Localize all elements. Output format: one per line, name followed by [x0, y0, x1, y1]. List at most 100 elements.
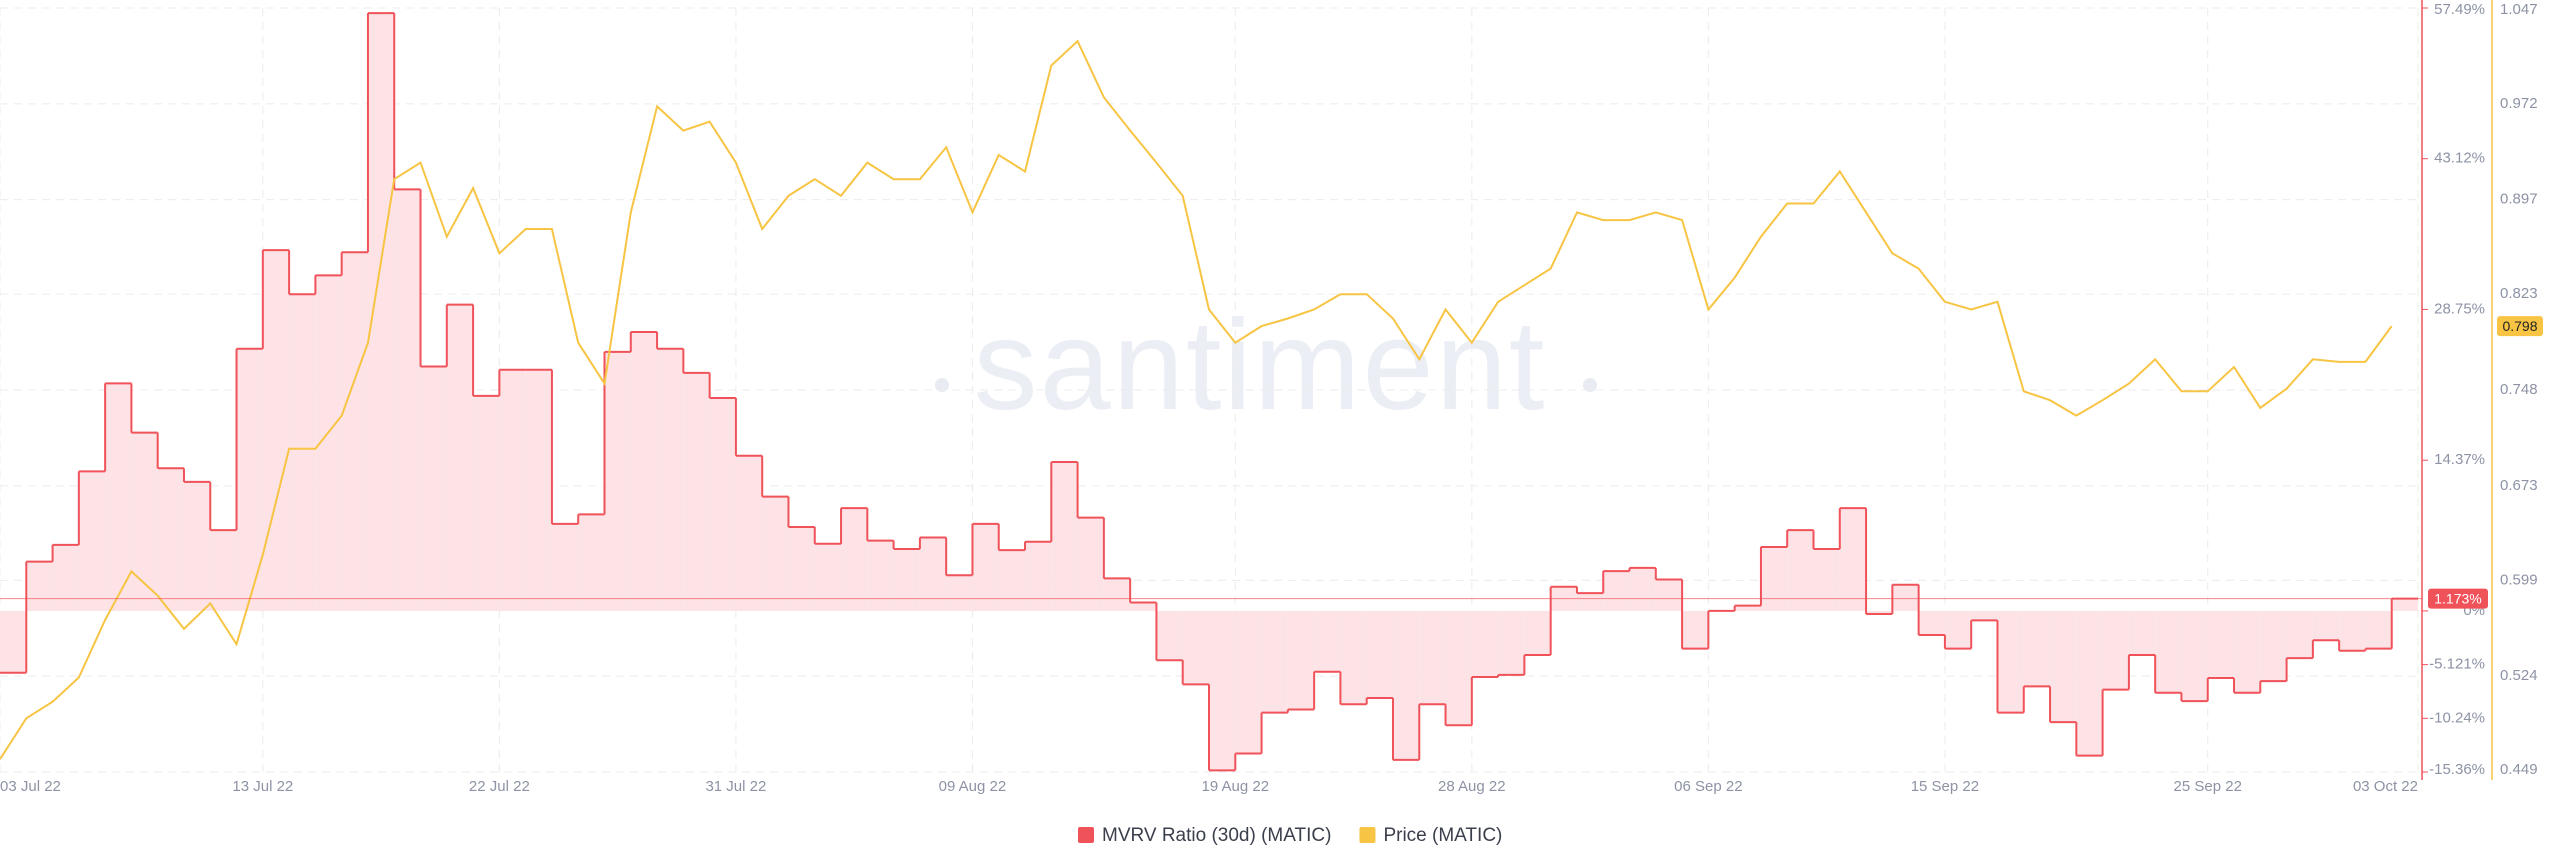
- y2-tick-label: 0.524: [2500, 667, 2538, 684]
- area-segment: [446, 304, 474, 611]
- area-segment: [1051, 461, 1078, 611]
- y2-tick-label: 0.449: [2500, 761, 2538, 778]
- area-segment: [394, 189, 421, 611]
- area-segment: [473, 395, 500, 611]
- area-segment: [2181, 610, 2208, 702]
- area-segment: [1682, 610, 1709, 649]
- area-segment: [1734, 605, 1761, 611]
- area: [0, 13, 2418, 771]
- x-tick-label: 22 Jul 22: [469, 778, 530, 795]
- area-segment: [841, 508, 868, 611]
- area-segment: [2260, 610, 2287, 682]
- area-segment: [2391, 598, 2418, 611]
- area-segment: [1156, 610, 1183, 661]
- area-segment: [420, 366, 447, 611]
- current-value-box: [2497, 316, 2543, 337]
- watermark-text: santiment: [974, 294, 1547, 437]
- area-segment: [289, 294, 316, 611]
- area-segment: [1366, 610, 1393, 698]
- y2-tick-label: 0.823: [2500, 285, 2538, 302]
- area-segment: [1340, 610, 1367, 705]
- x-tick-label: 09 Aug 22: [939, 778, 1007, 795]
- y-tick-label: -10.24%: [2429, 709, 2485, 726]
- area-segment: [52, 544, 79, 611]
- area-segment: [157, 468, 184, 611]
- area-segment: [2076, 610, 2103, 756]
- area-segment: [1524, 610, 1551, 655]
- area-segment: [1892, 584, 1919, 611]
- y2-tick-label: 1.047: [2500, 1, 2538, 18]
- area-segment: [1997, 610, 2024, 713]
- current-value-label: 1.173%: [2434, 590, 2481, 606]
- area-segment: [1445, 610, 1472, 726]
- legend-label: MVRV Ratio (30d) (MATIC): [1102, 825, 1331, 846]
- area-segment: [893, 549, 920, 611]
- area-segment: [1287, 610, 1315, 710]
- area-segment: [946, 575, 973, 611]
- y-tick-label: -15.36%: [2429, 761, 2485, 778]
- y-tick-label: 57.49%: [2434, 1, 2485, 18]
- area-segment: [2207, 610, 2235, 679]
- area-segment: [1419, 610, 1446, 705]
- x-tick-label: 31 Jul 22: [705, 778, 766, 795]
- current-value-label: 0.798: [2502, 318, 2537, 334]
- area-segment: [210, 530, 237, 611]
- area-segment: [367, 13, 395, 611]
- x-tick-label: 28 Aug 22: [1438, 778, 1506, 795]
- area-segment: [1813, 549, 1840, 611]
- legend-swatch: [1078, 827, 1094, 843]
- area-segment: [499, 369, 526, 611]
- area-segment: [2286, 610, 2313, 659]
- area-segment: [972, 523, 999, 611]
- area-segment: [262, 250, 290, 611]
- area-segment: [1471, 610, 1499, 677]
- x-tick-label: 03 Oct 22: [2353, 778, 2418, 795]
- area-segment: [814, 543, 842, 611]
- legend-swatch: [1359, 827, 1376, 843]
- area-segment: [1629, 567, 1656, 611]
- area-segment: [341, 252, 368, 611]
- area-segment: [657, 348, 684, 611]
- area-segment: [2128, 610, 2156, 655]
- area-segment: [2312, 610, 2340, 641]
- area-segment: [2339, 610, 2366, 651]
- area-segment: [1498, 610, 1525, 675]
- x-tick-label: 25 Sep 22: [2174, 778, 2242, 795]
- area-segment: [762, 496, 789, 611]
- y-tick-label: 28.75%: [2434, 300, 2485, 317]
- area-segment: [709, 398, 736, 611]
- x-tick-label: 06 Sep 22: [1674, 778, 1742, 795]
- area-segment: [26, 561, 53, 611]
- current-value-box: [2428, 588, 2488, 609]
- area-segment: [1314, 610, 1341, 672]
- step-line: [0, 12, 2418, 772]
- watermark-dot: [1583, 378, 1597, 392]
- area-segment: [1576, 593, 1604, 611]
- watermark: santiment: [935, 294, 1597, 437]
- x-tick-label: 13 Jul 22: [232, 778, 293, 795]
- x-tick-label: 15 Sep 22: [1911, 778, 1979, 795]
- legend: MVRV Ratio (30d) (MATIC) Price (MATIC): [1078, 825, 1502, 846]
- area-segment: [919, 537, 947, 611]
- area-segment: [683, 372, 710, 611]
- x-tick-label: 03 Jul 22: [0, 778, 61, 795]
- area-segment: [1130, 602, 1157, 611]
- watermark-dot: [935, 378, 949, 392]
- area-segment: [1235, 610, 1262, 754]
- y-tick-label: 14.37%: [2434, 451, 2485, 468]
- area-segment: [2155, 610, 2182, 693]
- area-segment: [1182, 610, 1209, 685]
- area-segment: [78, 471, 106, 611]
- area-segment: [578, 514, 605, 611]
- area-segment: [604, 351, 631, 611]
- area-segment: [2102, 610, 2129, 690]
- area-segment: [1866, 610, 1893, 615]
- area-segment: [1261, 610, 1288, 713]
- price-line: [0, 39, 2393, 760]
- y2-tick-label: 0.673: [2500, 477, 2538, 494]
- area-segment: [1760, 546, 1788, 611]
- y-tick-label: -5.121%: [2429, 656, 2485, 673]
- area-segment: [2023, 610, 2051, 687]
